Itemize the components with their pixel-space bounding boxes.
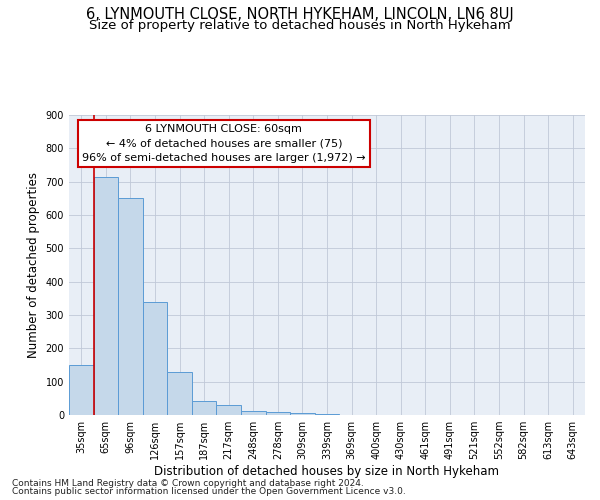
- Text: 6 LYNMOUTH CLOSE: 60sqm
← 4% of detached houses are smaller (75)
96% of semi-det: 6 LYNMOUTH CLOSE: 60sqm ← 4% of detached…: [82, 124, 365, 163]
- Text: Contains HM Land Registry data © Crown copyright and database right 2024.: Contains HM Land Registry data © Crown c…: [12, 478, 364, 488]
- Bar: [143, 302, 167, 415]
- Y-axis label: Number of detached properties: Number of detached properties: [27, 172, 40, 358]
- Bar: [192, 401, 217, 415]
- Bar: [217, 405, 241, 415]
- Bar: [266, 412, 290, 415]
- X-axis label: Distribution of detached houses by size in North Hykeham: Distribution of detached houses by size …: [155, 465, 499, 478]
- Bar: [69, 365, 94, 415]
- Bar: [315, 414, 339, 415]
- Bar: [94, 176, 118, 415]
- Bar: [241, 411, 266, 415]
- Bar: [167, 372, 192, 415]
- Text: Size of property relative to detached houses in North Hykeham: Size of property relative to detached ho…: [89, 19, 511, 32]
- Bar: [118, 198, 143, 415]
- Text: 6, LYNMOUTH CLOSE, NORTH HYKEHAM, LINCOLN, LN6 8UJ: 6, LYNMOUTH CLOSE, NORTH HYKEHAM, LINCOL…: [86, 8, 514, 22]
- Text: Contains public sector information licensed under the Open Government Licence v3: Contains public sector information licen…: [12, 487, 406, 496]
- Bar: [290, 414, 315, 415]
